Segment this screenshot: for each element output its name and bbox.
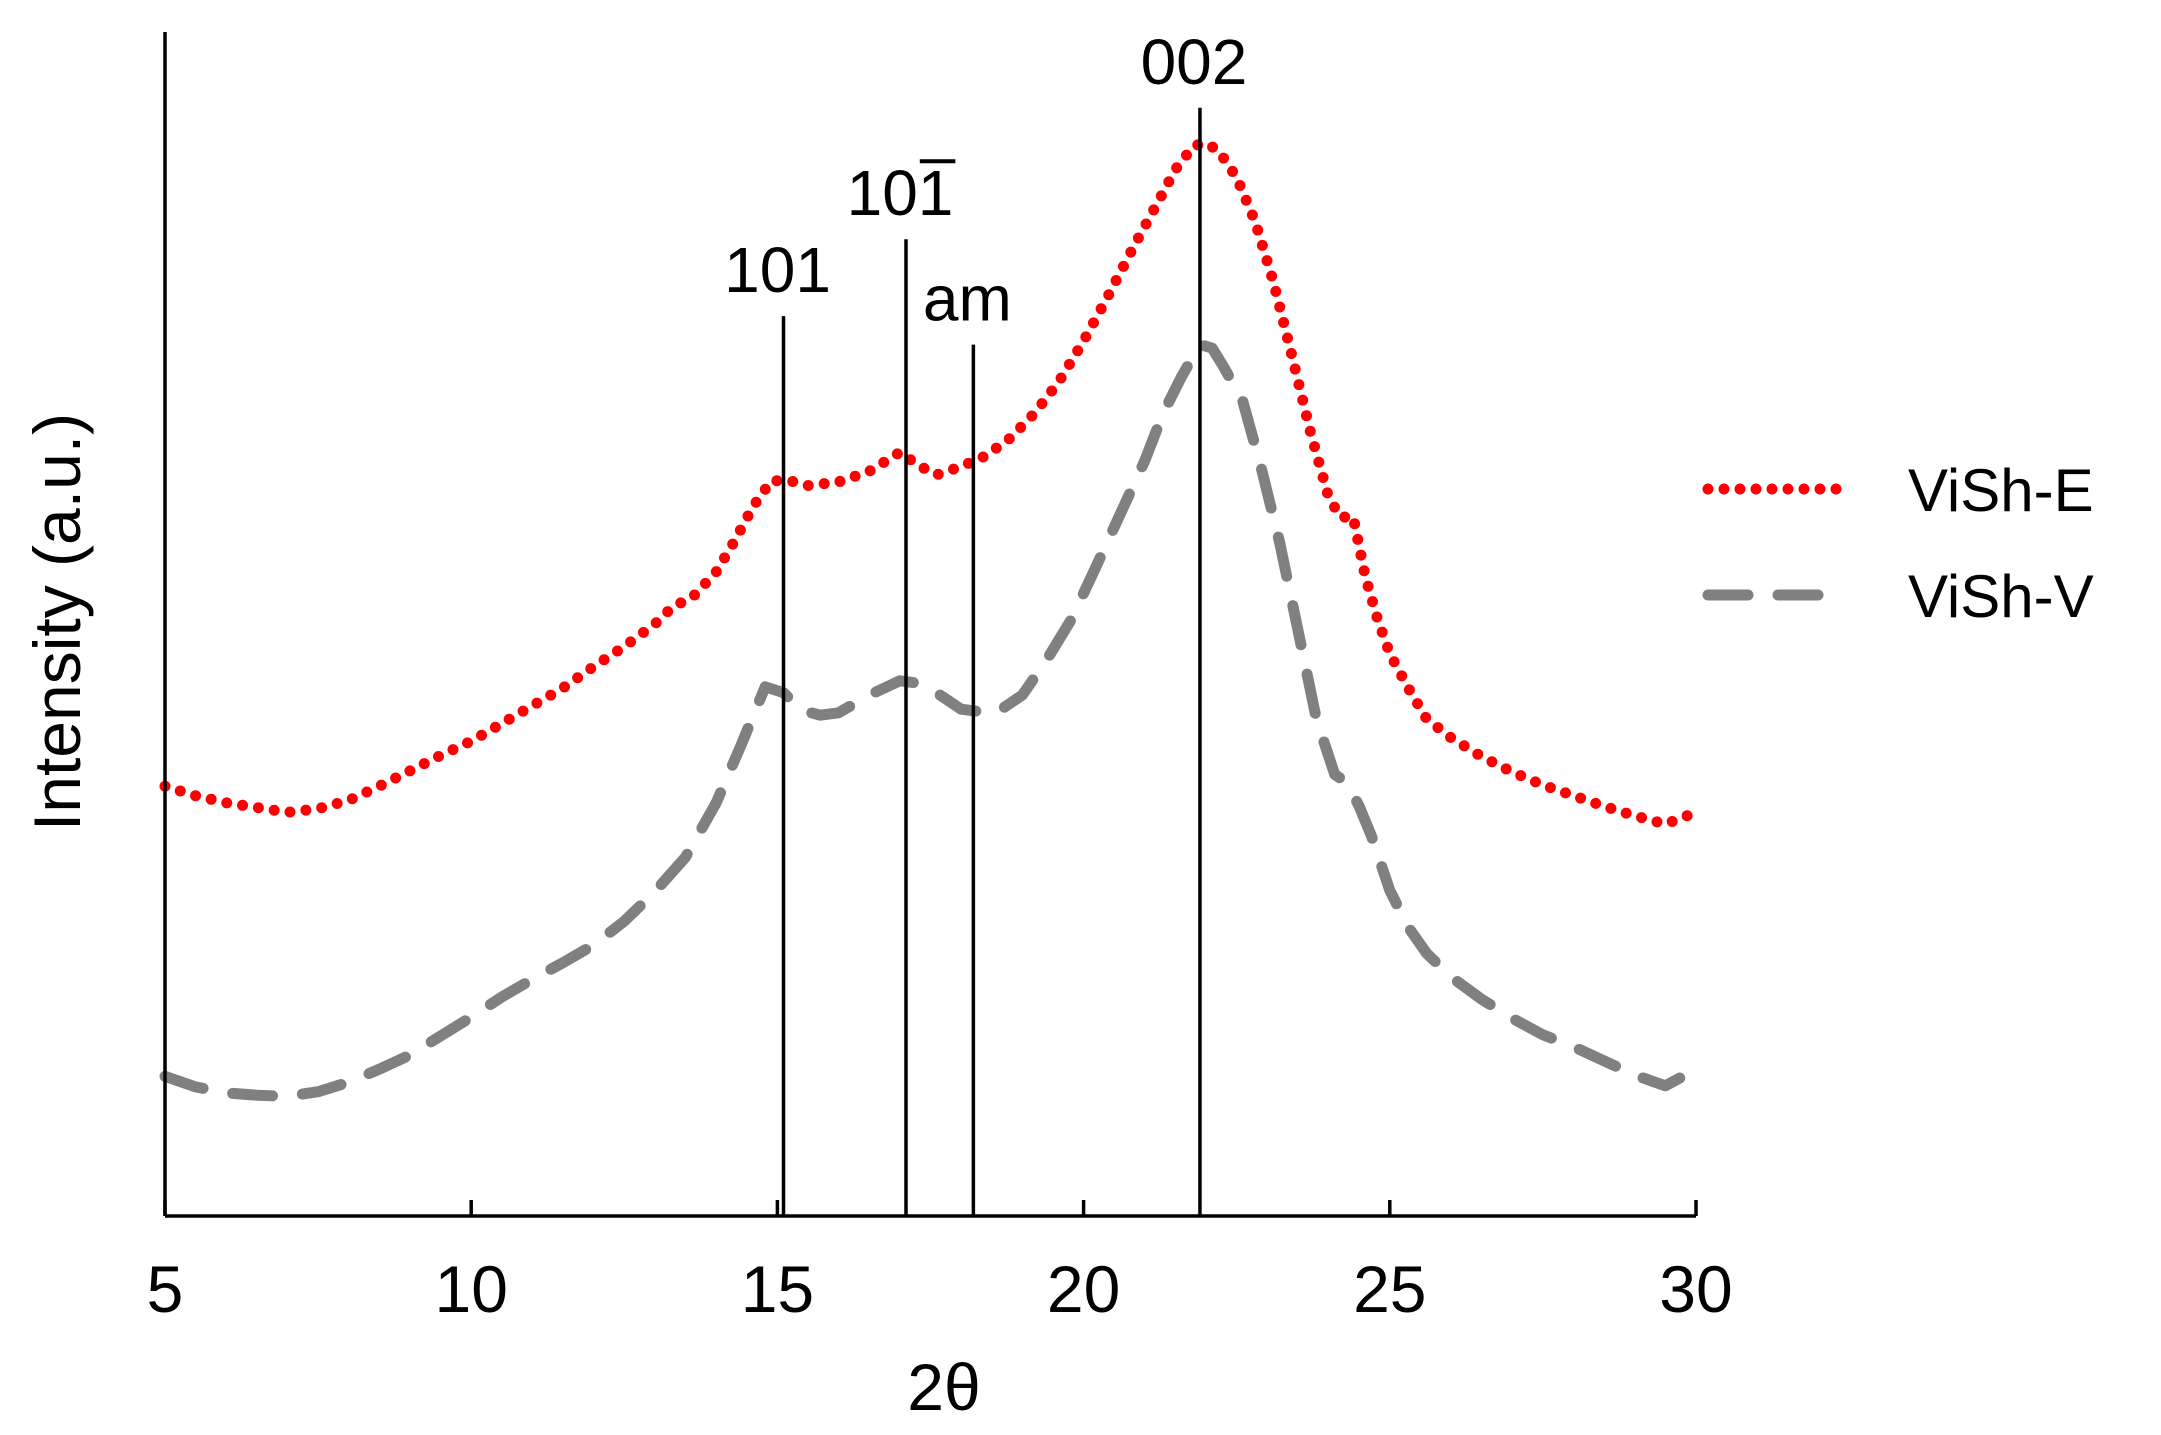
- peak-label-main: am: [923, 263, 1012, 335]
- series-line-vish-e: [159, 137, 1702, 830]
- x-tick-label: 15: [741, 1252, 814, 1326]
- legend-label: ViSh-E: [1908, 457, 2094, 524]
- peak-label-main: 002: [1141, 26, 1248, 98]
- x-tick-label: 30: [1659, 1252, 1732, 1326]
- peak-label: 101: [847, 157, 954, 229]
- x-tick-label: 20: [1047, 1252, 1120, 1326]
- series-layer: [159, 137, 1702, 1102]
- legend: ViSh-E ViSh-V: [1702, 457, 2094, 630]
- x-tick-layer: 5 10 15 20 25 30: [147, 1200, 1733, 1326]
- x-tick-label: 5: [147, 1252, 184, 1326]
- series-line-vish-v: [159, 339, 1702, 1102]
- peak-label-main: 101: [724, 234, 831, 306]
- x-tick-label: 10: [434, 1252, 507, 1326]
- x-tick-label: 25: [1353, 1252, 1426, 1326]
- peak-label: 002: [1141, 26, 1248, 98]
- legend-label: ViSh-V: [1908, 563, 2094, 630]
- peak-label-overbar: 1: [918, 157, 954, 229]
- y-axis-title: Intensity (a.u.): [20, 413, 94, 831]
- peak-label: 101: [724, 234, 831, 306]
- x-axis-title: 2θ: [907, 1350, 980, 1424]
- peak-label-main: 10: [847, 157, 918, 229]
- peak-label: am: [923, 263, 1012, 335]
